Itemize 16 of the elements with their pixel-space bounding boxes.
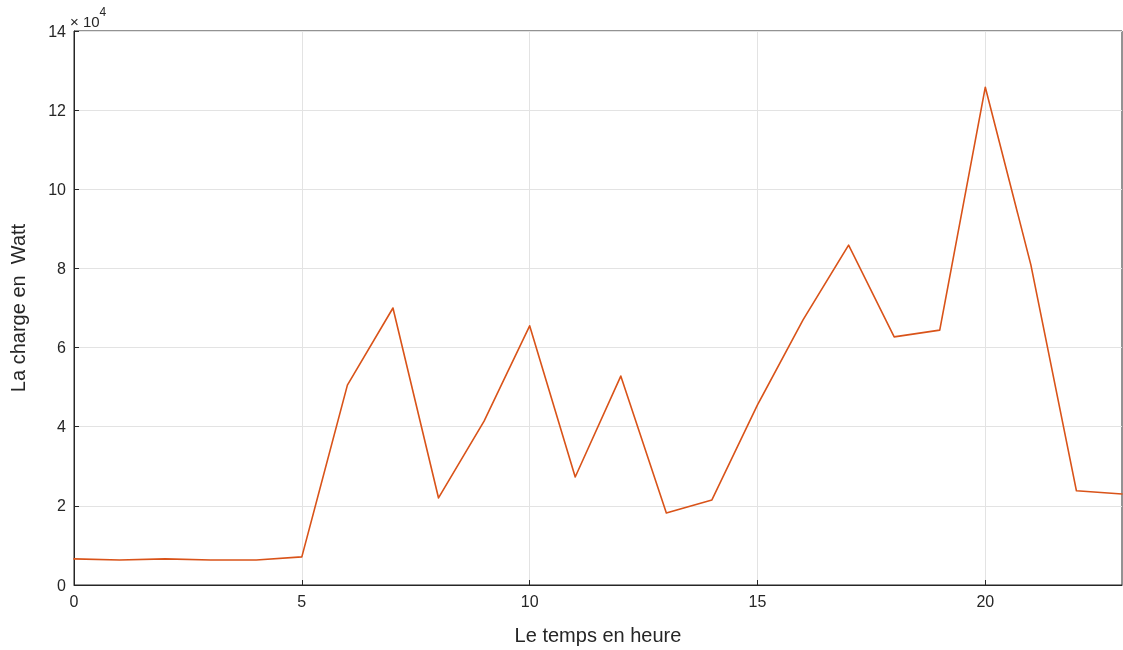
y-tick-label: 2 <box>57 497 67 515</box>
y-tick-label: 10 <box>48 180 67 198</box>
x-tick-label: 5 <box>297 592 307 610</box>
x-tick-label: 20 <box>976 592 995 610</box>
y-tick-label: 0 <box>57 576 67 594</box>
x-tick-label: 0 <box>69 592 79 610</box>
x-tick-label: 10 <box>520 592 539 610</box>
y-tick-label: 12 <box>48 101 67 119</box>
x-tick-label: 15 <box>748 592 767 610</box>
line-series <box>73 86 1123 561</box>
y-tick-label: 8 <box>57 259 67 277</box>
y-axis-title: La charge en Watt <box>7 223 29 393</box>
x-axis-title: Le temps en heure <box>514 624 682 646</box>
y-tick-label: 4 <box>57 418 67 436</box>
y-tick-label: 6 <box>57 339 67 357</box>
y-tick-label: 14 <box>48 22 67 40</box>
